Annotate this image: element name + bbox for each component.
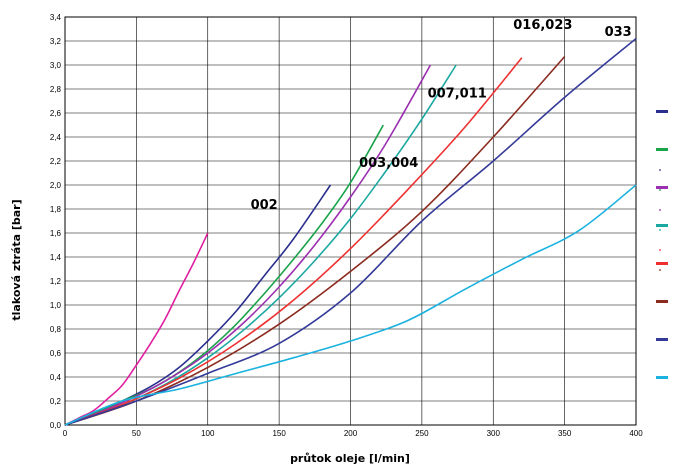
legend	[656, 110, 668, 379]
y-tick-label: 1,4	[50, 253, 62, 262]
x-tick-label: 300	[487, 429, 501, 438]
x-tick-label: 150	[272, 429, 286, 438]
x-tick-label: 250	[415, 429, 429, 438]
x-tick-label: 200	[344, 429, 358, 438]
y-tick-label: 0,6	[50, 349, 62, 358]
y-tick-label: 2,8	[50, 85, 62, 94]
series-line	[64, 37, 637, 426]
legend-swatch	[656, 376, 668, 379]
legend-dot	[659, 229, 661, 231]
y-tick-label: 1,8	[50, 205, 62, 214]
y-tick-label: 2,4	[50, 133, 62, 142]
legend-dot	[659, 249, 661, 251]
legend-swatch	[656, 338, 668, 341]
series-annotations: 002 003,004 007,011 016,023 033	[251, 18, 632, 213]
legend-swatch	[656, 224, 668, 227]
legend-swatch	[656, 262, 668, 265]
series-lines	[64, 37, 637, 426]
series-annotation: 007,011	[428, 86, 487, 101]
x-tick-label: 400	[629, 429, 643, 438]
series-line	[64, 57, 523, 426]
legend-dot	[659, 209, 661, 211]
series-line	[64, 184, 637, 426]
legend-swatch	[656, 186, 668, 189]
y-tick-label: 0,4	[50, 373, 62, 382]
x-tick-label: 350	[558, 429, 572, 438]
x-tick-label: 100	[201, 429, 215, 438]
chart-grid	[64, 16, 637, 426]
x-tick-label: 50	[132, 429, 141, 438]
legend-swatch	[656, 300, 668, 303]
legend-dot	[659, 189, 661, 191]
y-tick-label: 1,0	[50, 301, 62, 310]
series-annotation: 033	[605, 25, 632, 40]
series-annotation: 002	[251, 198, 278, 213]
legend-swatch	[656, 148, 668, 151]
series-annotation: 003,004	[359, 156, 418, 171]
y-tick-label: 3,0	[50, 61, 62, 70]
x-tick-label: 0	[63, 429, 68, 438]
y-tick-label: 2,2	[50, 157, 62, 166]
y-tick-label: 2,6	[50, 109, 62, 118]
y-tick-label: 0,0	[50, 421, 62, 430]
y-tick-label: 0,2	[50, 397, 62, 406]
legend-dot	[659, 269, 661, 271]
legend-dot	[659, 169, 661, 171]
y-tick-label: 3,4	[50, 13, 62, 22]
y-tick-label: 3,2	[50, 37, 62, 46]
series-line	[64, 232, 209, 426]
axis-ticks: 0,0 0,2 0,4 0,6 0,8 1,0 1,2 1,4 1,6 1,8 2,0 2,2 2,4 2…	[50, 13, 643, 438]
plot-frame	[64, 16, 637, 426]
y-tick-label: 2,0	[50, 181, 62, 190]
y-tick-label: 1,6	[50, 229, 62, 238]
legend-swatch	[656, 110, 668, 113]
y-tick-label: 0,8	[50, 325, 62, 334]
x-axis-label: průtok oleje [l/min]	[290, 452, 410, 465]
y-tick-label: 1,2	[50, 277, 62, 286]
series-annotation: 016,023	[513, 18, 572, 33]
series-line	[64, 124, 384, 426]
y-axis-label: tlaková ztráta [bar]	[10, 199, 23, 320]
series-line	[64, 56, 566, 426]
